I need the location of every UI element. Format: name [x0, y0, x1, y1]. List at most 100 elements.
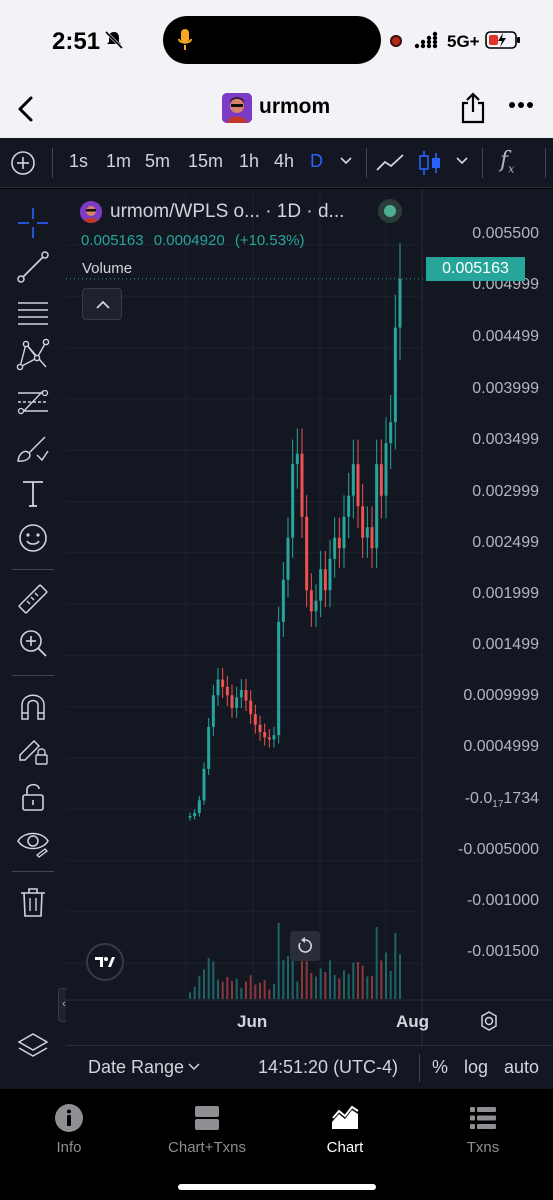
- info-icon: [55, 1104, 83, 1132]
- chart-pane[interactable]: urmom/WPLS o... · 1D · d... 0.005163 0.0…: [66, 189, 553, 1089]
- auto-scale-toggle[interactable]: auto: [504, 1057, 540, 1077]
- candle-body: [235, 697, 239, 708]
- candle-body: [356, 464, 360, 507]
- status-bar: 2:51 5G+: [0, 0, 553, 82]
- zoom-in-icon[interactable]: [15, 625, 51, 661]
- volume-bar: [315, 976, 317, 999]
- candle-body: [389, 422, 393, 444]
- timeframe-d[interactable]: D: [310, 151, 323, 171]
- bottom-tab-bar: Info Chart+Txns Chart Txns: [0, 1089, 553, 1200]
- chart-clock[interactable]: 14:51:20 (UTC-4): [258, 1057, 399, 1077]
- candle-body: [188, 816, 192, 818]
- timeframe-1h[interactable]: 1h: [239, 151, 260, 171]
- time-axis-label: Aug: [396, 1012, 430, 1031]
- lock-drawing-icon[interactable]: [15, 733, 51, 769]
- candle-body: [393, 327, 397, 423]
- timeframe-4h[interactable]: 4h: [274, 151, 295, 171]
- volume-bar: [263, 980, 266, 999]
- add-icon[interactable]: [10, 150, 36, 176]
- indicators-fx-icon[interactable]: fx: [500, 148, 515, 176]
- candle-body: [300, 453, 304, 517]
- toolbar-divider: [52, 148, 53, 178]
- pattern-icon[interactable]: [15, 337, 51, 373]
- toolbar-divider: [482, 148, 483, 178]
- brush-icon[interactable]: [15, 431, 51, 467]
- candle-body: [337, 537, 341, 549]
- percent-scale-toggle[interactable]: %: [432, 1057, 449, 1077]
- horizontal-lines-icon[interactable]: [15, 295, 51, 331]
- tab-txns[interactable]: Txns: [414, 1103, 552, 1163]
- price-chart-svg: [66, 189, 553, 1045]
- tab-chart[interactable]: Chart: [276, 1103, 414, 1163]
- ruler-icon[interactable]: [15, 581, 51, 617]
- more-icon[interactable]: [508, 100, 534, 110]
- candle-body: [267, 737, 271, 740]
- candle-body: [253, 714, 257, 725]
- timeframe-5m[interactable]: 5m: [145, 151, 171, 171]
- trash-icon[interactable]: [15, 884, 51, 920]
- price-axis-label: 0.001999: [472, 585, 539, 602]
- volume-bar: [357, 962, 359, 999]
- recording-dot-icon: [390, 35, 402, 47]
- text-icon[interactable]: [15, 475, 51, 511]
- magnet-icon[interactable]: [15, 688, 51, 724]
- timeframe-1m[interactable]: 1m: [106, 151, 132, 171]
- toolbar-divider: [366, 148, 367, 178]
- home-indicator: [178, 1184, 376, 1190]
- candle-body: [361, 506, 365, 538]
- crosshair-icon[interactable]: [15, 205, 51, 241]
- volume-bar: [221, 981, 224, 999]
- date-range-button[interactable]: Date Range: [88, 1057, 185, 1077]
- chart-settings-icon[interactable]: [478, 1010, 500, 1032]
- signal-icon: [414, 31, 438, 49]
- unlock-icon[interactable]: [15, 779, 51, 815]
- trend-line-icon[interactable]: [15, 249, 51, 285]
- back-chevron-icon[interactable]: [14, 94, 36, 124]
- candle-body: [249, 700, 253, 715]
- fib-icon[interactable]: [15, 386, 51, 422]
- volume-bar: [217, 979, 219, 999]
- volume-bar: [361, 965, 364, 999]
- share-icon[interactable]: [459, 91, 487, 125]
- timeframe-15m[interactable]: 15m: [188, 151, 224, 171]
- eye-icon[interactable]: [15, 824, 51, 860]
- chevron-down-icon[interactable]: [455, 156, 469, 166]
- candles-icon[interactable]: [415, 148, 445, 178]
- volume-bar: [198, 976, 201, 999]
- tab-info[interactable]: Info: [0, 1103, 138, 1163]
- candle-body: [342, 516, 346, 549]
- volume-bar: [366, 976, 369, 999]
- volume-label: Volume: [82, 260, 133, 277]
- chart-txns-icon: [195, 1106, 219, 1130]
- battery-charging-icon: [485, 31, 520, 49]
- chevron-down-icon[interactable]: [339, 156, 353, 166]
- line-chart-icon[interactable]: [375, 148, 405, 178]
- legend-collapse-button[interactable]: [82, 288, 122, 320]
- emoji-icon[interactable]: [15, 520, 51, 556]
- tab-chart-txns[interactable]: Chart+Txns: [138, 1103, 276, 1163]
- tools-divider: [12, 675, 54, 676]
- dynamic-island: [163, 16, 381, 64]
- candle-body: [286, 537, 290, 580]
- tradingview-logo[interactable]: [86, 943, 124, 981]
- volume-bar: [235, 978, 238, 999]
- microphone-icon: [178, 29, 192, 50]
- volume-bar: [259, 982, 261, 999]
- price-axis-label: 0.004499: [472, 328, 539, 345]
- tab-label: Chart+Txns: [168, 1139, 246, 1156]
- reset-chart-button[interactable]: [290, 931, 320, 961]
- drawing-tools-sidebar: [0, 189, 66, 1089]
- volume-bar: [343, 970, 345, 999]
- log-scale-toggle[interactable]: log: [464, 1057, 489, 1077]
- volume-bar: [375, 927, 378, 999]
- price-axis-label: -0.001000: [466, 892, 539, 909]
- volume-bar: [319, 968, 322, 999]
- status-time: 2:51: [52, 28, 101, 55]
- price-axis-label: 0.0004999: [463, 738, 539, 755]
- volume-bar: [347, 974, 350, 999]
- candle-body: [370, 527, 374, 549]
- layers-icon[interactable]: [15, 1029, 51, 1065]
- candle-body: [323, 569, 327, 591]
- timeframe-1s[interactable]: 1s: [69, 151, 89, 171]
- chevron-down-icon[interactable]: [188, 1063, 200, 1071]
